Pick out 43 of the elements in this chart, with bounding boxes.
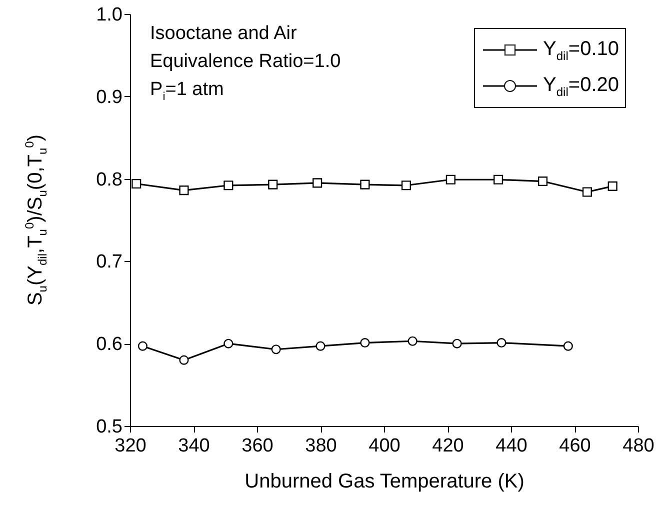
point [312,178,322,188]
point [608,181,618,191]
point [360,180,370,190]
annotation: Equivalence Ratio=1.0 [150,50,341,74]
point [401,180,412,190]
point [496,338,506,348]
y-tick-label: 0.5 [96,416,122,438]
x-tick-label: 440 [496,436,528,456]
point [138,341,148,351]
x-tick-label: 340 [178,436,210,456]
point [224,338,234,348]
annotation: P$_{i}$=1 atm [150,78,225,105]
point [494,174,504,184]
legend-label: Y$_{dil}$=0.10 [543,38,619,62]
point [132,178,142,189]
point [452,338,462,348]
point [271,344,281,354]
y-tick-label: 1.0 [96,4,122,26]
x-tick-label: 460 [559,436,591,456]
point [268,180,278,190]
x-axis-title: Unburned Gas Temperature (K) [244,470,524,492]
annotation: Isooctane and Air [150,22,298,46]
point [179,355,189,365]
point [446,174,456,184]
x-tick-label: 420 [432,436,464,456]
x-tick-label: 380 [305,436,337,456]
x-tick-label: 480 [622,436,654,456]
point [224,180,234,190]
point [408,336,418,346]
x-tick-label: 320 [114,436,146,456]
x-tick-label: 400 [368,436,400,456]
y-tick-label: 0.9 [96,86,122,108]
x-tick-label: 360 [242,436,274,456]
y-tick-label: 0.8 [96,169,122,190]
point [563,341,573,351]
y-tick-label: 0.6 [96,334,122,356]
point [538,176,548,186]
y-tick-label: 0.7 [96,252,122,273]
point [582,187,592,197]
point [316,341,326,351]
point [179,186,189,196]
point [360,338,370,348]
legend-label: Y$_{dil}$=0.20 [543,74,619,98]
